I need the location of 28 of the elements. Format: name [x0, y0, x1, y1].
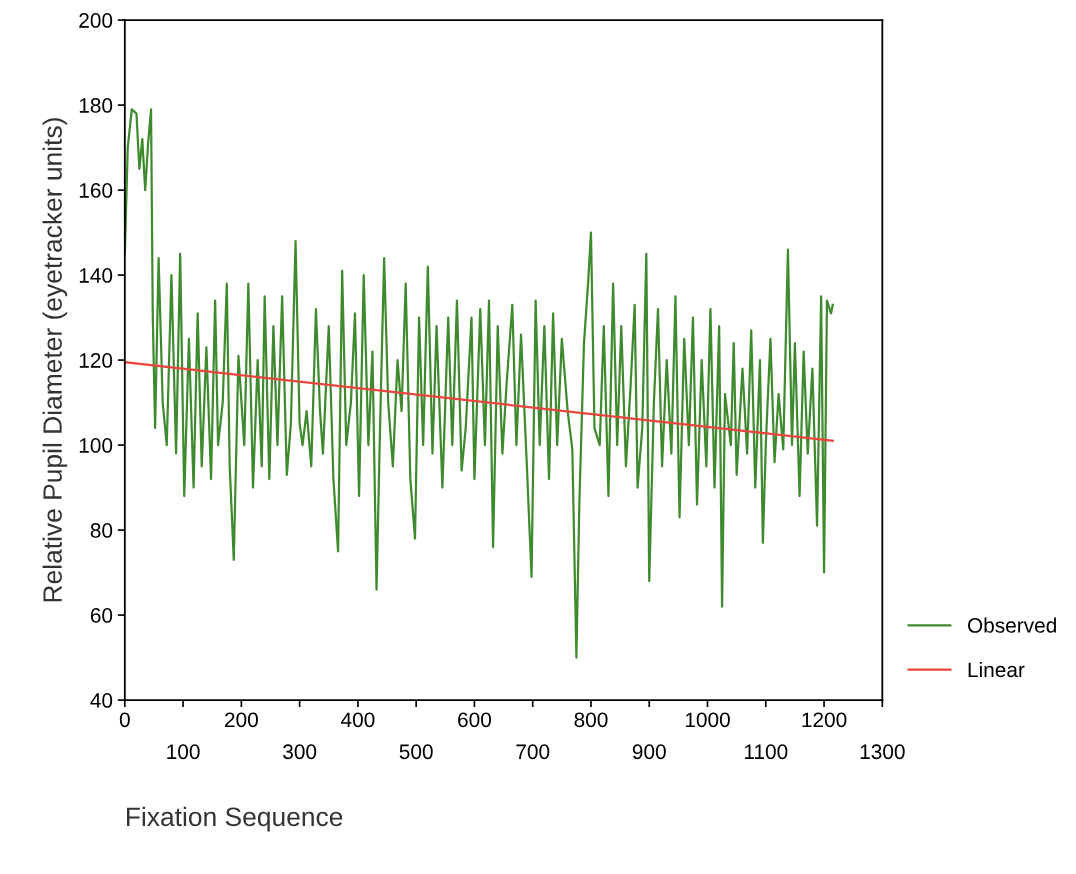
x2-tick-label: 700: [516, 744, 550, 760]
x2-tick-label: 1300: [860, 744, 905, 760]
x-tick-label: 800: [574, 712, 608, 728]
x-tick-label: 200: [225, 712, 258, 728]
y-tick-label: 140: [79, 268, 113, 283]
x2-tick-label: 100: [167, 744, 200, 760]
x2-tick-label: 900: [632, 744, 666, 760]
x-axis-title: Fixation Sequence: [126, 806, 343, 832]
x-tick-label: 0: [119, 712, 130, 728]
line-series: [124, 108, 834, 659]
x2-tick-label: 1100: [744, 744, 788, 760]
y-tick-label: 120: [79, 353, 113, 368]
y-tick-label: 180: [79, 98, 113, 113]
x2-tick-label: 300: [283, 744, 317, 760]
x-tick-label: 1200: [802, 712, 847, 728]
y-axis-title: Relative Pupil Diameter (eyetracker units): [42, 118, 68, 602]
x-tick-label: 1000: [685, 712, 730, 728]
y-tick-label: 80: [90, 523, 113, 538]
legend-label: Observed: [967, 617, 1056, 633]
x-tick-label: 400: [340, 712, 375, 728]
y-tick-label: 160: [79, 183, 113, 198]
x2-tick-label: 500: [399, 744, 433, 760]
y-tick-label: 40: [90, 693, 113, 708]
y-tick-label: 60: [90, 608, 113, 623]
y-tick-label: 200: [79, 13, 113, 28]
legend-label: Linear: [968, 661, 1025, 678]
y-tick-label: 100: [79, 438, 113, 453]
x-tick-label: 600: [458, 712, 491, 728]
